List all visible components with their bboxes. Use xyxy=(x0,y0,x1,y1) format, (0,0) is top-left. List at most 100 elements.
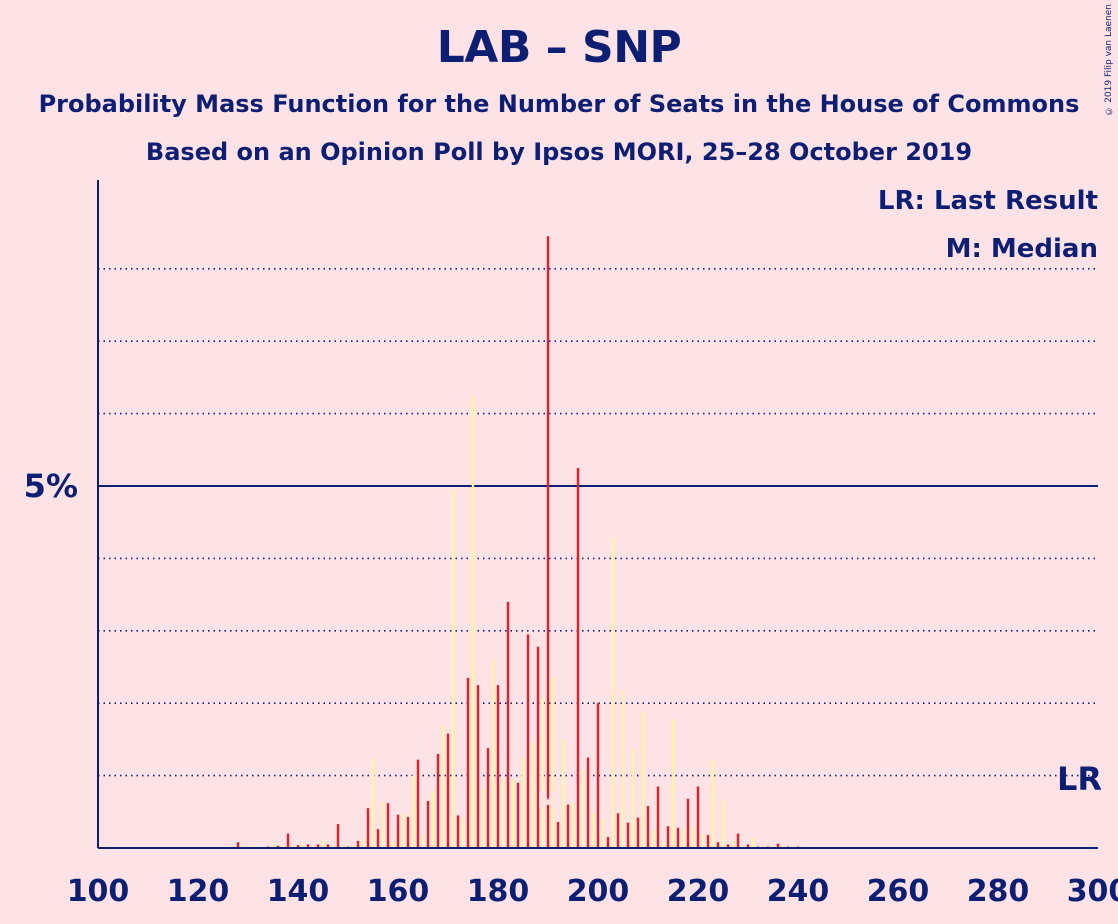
bar-secondary xyxy=(521,757,525,848)
x-tick-label: 180 xyxy=(467,874,530,909)
bar-primary xyxy=(616,813,620,848)
bar-primary xyxy=(316,844,320,848)
chart-subtitle-2: Based on an Opinion Poll by Ipsos MORI, … xyxy=(145,138,973,166)
median-marker: M xyxy=(537,789,559,814)
bar-primary xyxy=(656,786,660,848)
bar-secondary xyxy=(621,690,625,848)
bar-secondary xyxy=(611,538,615,848)
axes xyxy=(97,180,1098,849)
bar-primary xyxy=(406,816,410,848)
bar-primary xyxy=(326,844,330,848)
bar-primary xyxy=(376,829,380,848)
bar-primary xyxy=(706,834,710,848)
x-tick-labels: 100 120 140 160 180 200 220 240 260 280 300 xyxy=(67,874,1118,909)
x-tick-label: 300 xyxy=(1067,874,1118,909)
bar-primary xyxy=(426,800,430,848)
bar-primary xyxy=(396,814,400,848)
bar-secondary xyxy=(281,845,285,848)
legend-median: M: Median xyxy=(946,234,1098,264)
bar-primary xyxy=(586,757,590,848)
bar-secondary xyxy=(721,800,725,848)
bar-secondary xyxy=(481,788,485,848)
bar-primary xyxy=(746,844,750,848)
bar-secondary xyxy=(691,826,695,848)
legend-last-result: LR: Last Result xyxy=(878,186,1098,216)
bar-primary xyxy=(306,844,310,848)
bar-primary xyxy=(466,677,470,848)
bar-primary xyxy=(416,759,420,848)
bar-secondary xyxy=(731,840,735,848)
bar-secondary xyxy=(781,844,785,848)
x-tick-label: 260 xyxy=(867,874,930,909)
bar-secondary xyxy=(501,779,505,848)
bar-primary xyxy=(486,748,490,848)
bar-secondary xyxy=(641,711,645,848)
bar-primary xyxy=(736,833,740,848)
bar-secondary xyxy=(601,817,605,848)
bar-secondary xyxy=(451,489,455,848)
bar-secondary xyxy=(271,842,275,848)
bar-secondary xyxy=(291,845,295,848)
bars: M xyxy=(231,236,810,849)
bar-primary xyxy=(666,826,670,848)
bar-primary xyxy=(536,646,540,848)
bar-secondary xyxy=(681,829,685,848)
bar-primary xyxy=(446,733,450,848)
gridlines xyxy=(98,267,1098,777)
chart-subtitle: Probability Mass Function for the Number… xyxy=(38,90,1080,118)
x-tick-label: 280 xyxy=(967,874,1030,909)
bar-primary xyxy=(556,821,560,848)
x-tick-label: 140 xyxy=(267,874,330,909)
bar-secondary xyxy=(551,677,555,848)
bar-secondary xyxy=(491,659,495,848)
bar-primary xyxy=(626,822,630,848)
bar-primary xyxy=(476,685,480,848)
bar-secondary xyxy=(411,775,415,848)
bar-primary xyxy=(276,845,280,848)
bar-secondary xyxy=(251,845,255,848)
x-tick-label: 120 xyxy=(167,874,230,909)
bar-primary xyxy=(366,808,370,848)
bar-secondary xyxy=(661,842,665,848)
x-tick-label: 200 xyxy=(567,874,630,909)
bar-secondary xyxy=(471,395,475,848)
x-tick-label: 160 xyxy=(367,874,430,909)
bar-secondary xyxy=(461,816,465,848)
bar-secondary xyxy=(541,697,545,848)
bar-secondary xyxy=(331,845,335,848)
bar-secondary xyxy=(401,813,405,848)
x-tick-label: 220 xyxy=(667,874,730,909)
chart-title: LAB – SNP xyxy=(436,22,682,73)
bar-secondary xyxy=(371,757,375,848)
bar-secondary xyxy=(431,791,435,848)
bar-primary xyxy=(526,634,530,848)
bar-secondary xyxy=(531,743,535,848)
bar-primary xyxy=(546,236,550,849)
bar-primary xyxy=(646,806,650,848)
bar-secondary xyxy=(581,769,585,848)
bar-secondary xyxy=(361,839,365,848)
bar-secondary xyxy=(671,719,675,848)
bar-secondary xyxy=(591,813,595,848)
y-tick-label-5: 5% xyxy=(24,467,78,505)
bar-secondary xyxy=(321,840,325,848)
bar-primary xyxy=(726,844,730,848)
bar-secondary xyxy=(391,842,395,848)
x-tick-label: 240 xyxy=(767,874,830,909)
bar-secondary xyxy=(571,803,575,848)
x-tick-label: 100 xyxy=(67,874,130,909)
bar-primary xyxy=(776,843,780,848)
bar-secondary xyxy=(511,779,515,848)
bar-primary xyxy=(606,837,610,848)
bar-primary xyxy=(286,833,290,848)
bar-secondary xyxy=(751,837,755,848)
bar-secondary xyxy=(351,845,355,848)
bar-primary xyxy=(436,753,440,848)
bar-primary xyxy=(356,840,360,848)
bar-primary xyxy=(716,842,720,848)
bar-primary xyxy=(576,467,580,848)
bar-primary xyxy=(336,824,340,848)
bar-secondary xyxy=(651,829,655,848)
bar-primary xyxy=(456,815,460,848)
